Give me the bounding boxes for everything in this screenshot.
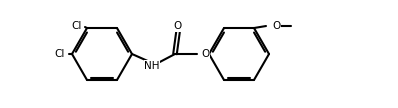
Text: Cl: Cl <box>55 49 65 59</box>
Text: Cl: Cl <box>72 21 82 31</box>
Text: O: O <box>272 21 280 31</box>
Text: O: O <box>201 49 209 59</box>
Text: NH: NH <box>144 61 160 71</box>
Text: O: O <box>174 21 182 31</box>
